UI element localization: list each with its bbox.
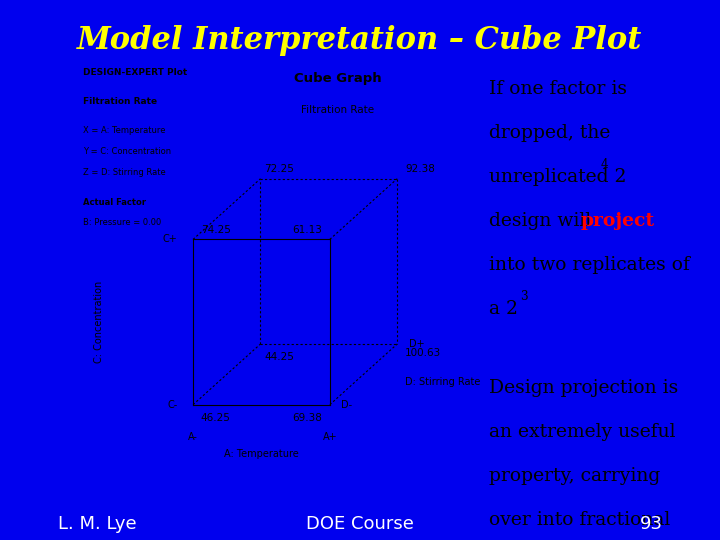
Text: DOE Course: DOE Course — [306, 515, 414, 533]
Text: 93: 93 — [639, 515, 662, 533]
Text: Filtration Rate: Filtration Rate — [84, 97, 158, 106]
Text: a 2: a 2 — [489, 300, 518, 318]
Text: 61.13: 61.13 — [292, 225, 322, 235]
Text: project: project — [580, 212, 654, 230]
Text: 92.38: 92.38 — [405, 165, 435, 174]
Text: 100.63: 100.63 — [405, 348, 441, 358]
Text: design will: design will — [489, 212, 597, 230]
Text: 4: 4 — [601, 158, 608, 171]
Text: D: Stirring Rate: D: Stirring Rate — [405, 377, 480, 388]
Text: dropped, the: dropped, the — [489, 124, 610, 142]
Text: A-: A- — [188, 432, 198, 442]
Text: DESIGN-EXPERT Plot: DESIGN-EXPERT Plot — [84, 68, 187, 77]
Text: 74.25: 74.25 — [201, 225, 230, 235]
Text: Actual Factor: Actual Factor — [84, 198, 146, 206]
Text: 3: 3 — [521, 289, 528, 302]
Text: 72.25: 72.25 — [264, 165, 294, 174]
Text: B: Pressure = 0.00: B: Pressure = 0.00 — [84, 218, 161, 227]
Text: D-: D- — [341, 400, 353, 410]
Text: property, carrying: property, carrying — [489, 467, 660, 485]
Text: A+: A+ — [323, 432, 337, 442]
Text: 46.25: 46.25 — [201, 413, 230, 423]
Text: 44.25: 44.25 — [264, 353, 294, 362]
Text: unreplicated 2: unreplicated 2 — [489, 168, 626, 186]
Text: Z = D: Stirring Rate: Z = D: Stirring Rate — [84, 168, 166, 177]
Text: Design projection is: Design projection is — [489, 379, 678, 397]
Text: A: Temperature: A: Temperature — [224, 449, 299, 458]
Text: Filtration Rate: Filtration Rate — [301, 105, 374, 116]
Text: Model Interpretation – Cube Plot: Model Interpretation – Cube Plot — [77, 25, 643, 56]
Text: X = A: Temperature: X = A: Temperature — [84, 126, 166, 136]
Text: L. M. Lye: L. M. Lye — [58, 515, 136, 533]
Text: C+: C+ — [163, 234, 178, 245]
Text: If one factor is: If one factor is — [489, 80, 626, 98]
Text: over into fractional: over into fractional — [489, 511, 670, 529]
Text: D+: D+ — [409, 339, 424, 349]
Text: Y = C: Concentration: Y = C: Concentration — [84, 147, 171, 156]
Text: into two replicates of: into two replicates of — [489, 256, 690, 274]
Text: Cube Graph: Cube Graph — [294, 72, 382, 85]
Text: an extremely useful: an extremely useful — [489, 423, 675, 441]
Text: 69.38: 69.38 — [292, 413, 322, 423]
Text: C: Concentration: C: Concentration — [94, 281, 104, 363]
Text: C-: C- — [168, 400, 178, 410]
